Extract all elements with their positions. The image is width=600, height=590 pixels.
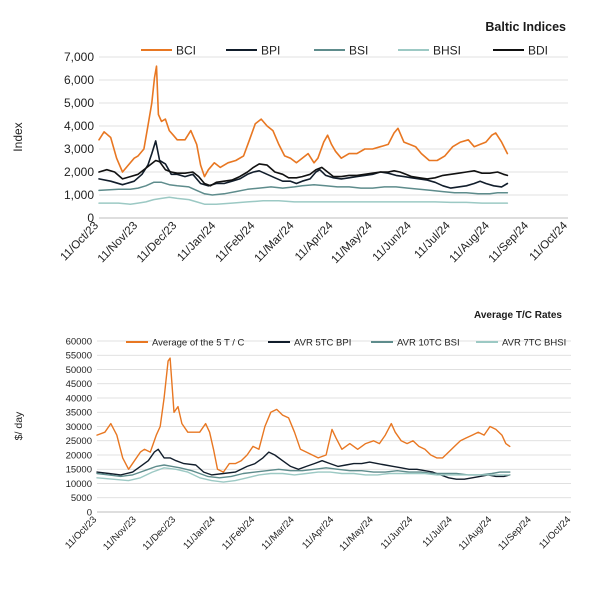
x-tick-label: 11/Sep/24 xyxy=(487,219,532,265)
y-axis-label: $/ day xyxy=(13,411,25,440)
y-tick-label: 1,000 xyxy=(64,188,94,202)
y-tick-label: 5,000 xyxy=(64,96,94,110)
x-tick-label: 11/Aug/24 xyxy=(448,219,493,265)
chart-title: Average T/C Rates xyxy=(474,310,562,321)
legend-label: BHSI xyxy=(433,43,461,57)
y-tick-label: 40000 xyxy=(66,393,92,404)
x-tick-label: 11/Oct/24 xyxy=(537,514,573,551)
x-tick-label: 11/Jan/24 xyxy=(181,514,217,551)
y-tick-label: 15000 xyxy=(66,465,92,476)
legend-label: AVR 7TC BHSI xyxy=(502,337,566,348)
y-tick-label: 20000 xyxy=(66,450,92,461)
y-tick-label: 60000 xyxy=(66,336,92,347)
x-tick-label: 11/Oct/23 xyxy=(63,514,99,551)
series-line-avr-7tc-bhsi xyxy=(96,467,511,483)
y-tick-label: 45000 xyxy=(66,379,92,390)
x-tick-label: 11/Apr/24 xyxy=(300,514,336,551)
series-line-bhsi xyxy=(98,196,509,205)
y-tick-label: 0 xyxy=(87,507,92,518)
legend-label: AVR 5TC BPI xyxy=(294,337,351,348)
y-tick-label: 10000 xyxy=(66,479,92,490)
series-line-bpi xyxy=(98,140,509,189)
legend-label: Average of the 5 T / C xyxy=(152,337,245,348)
y-tick-label: 4,000 xyxy=(64,119,94,133)
series-line-avr-10tc-bsi xyxy=(96,464,511,479)
legend-label: BPI xyxy=(261,43,280,57)
x-tick-label: 11/Dec/23 xyxy=(135,220,179,265)
y-tick-label: 25000 xyxy=(66,436,92,447)
x-tick-label: 11/Feb/24 xyxy=(220,514,257,552)
x-tick-label: 11/Jan/24 xyxy=(175,219,219,263)
x-tick-label: 11/Jul/24 xyxy=(420,514,454,549)
y-axis-label: Index xyxy=(11,122,25,151)
series-line-bdi xyxy=(98,159,509,187)
series-line-bsi xyxy=(98,181,509,196)
legend-label: BSI xyxy=(349,43,368,57)
y-tick-label: 2,000 xyxy=(64,165,94,179)
chart-2: 0 5000 10000 15000 20000 25000 30000 35000 40000… xyxy=(13,310,573,553)
x-tick-label: 11/Nov/23 xyxy=(101,514,139,552)
x-tick-label: 11/Mar/24 xyxy=(253,219,297,264)
y-tick-label: 7,000 xyxy=(64,50,94,64)
y-tick-label: 30000 xyxy=(66,422,92,433)
y-tick-label: 3,000 xyxy=(64,142,94,156)
series-line-avr-5tc-bpi xyxy=(96,448,511,480)
x-tick-label: 11/Jun/24 xyxy=(379,514,415,551)
chart-1: 0 1,000 2,000 3,000 4,000 5,000 6,000 7,000 11/O… xyxy=(11,20,571,266)
y-tick-label: 35000 xyxy=(66,408,92,419)
x-tick-label: 11/May/24 xyxy=(329,219,375,266)
x-tick-label: 11/Sep/24 xyxy=(496,514,534,552)
x-tick-label: 11/Dec/23 xyxy=(141,514,179,552)
series-line-bci xyxy=(98,65,509,178)
legend-label: AVR 10TC BSI xyxy=(397,337,460,348)
y-tick-label: 0 xyxy=(87,211,94,225)
x-tick-label: 11/Nov/23 xyxy=(96,220,140,265)
x-tick-label: 11/Feb/24 xyxy=(213,219,257,264)
y-tick-label: 50000 xyxy=(66,365,92,376)
chart-title: Baltic Indices xyxy=(485,20,566,34)
y-tick-label: 6,000 xyxy=(64,73,94,87)
x-tick-label: 11/Jun/24 xyxy=(371,219,415,263)
legend-label: BCI xyxy=(176,43,196,57)
y-tick-label: 5000 xyxy=(71,493,92,504)
x-tick-label: 11/Oct/24 xyxy=(527,219,570,263)
legend-label: BDI xyxy=(528,43,548,57)
x-tick-label: 11/Aug/24 xyxy=(457,514,495,552)
x-tick-label: 11/Mar/24 xyxy=(260,514,297,552)
x-tick-label: 11/Jul/24 xyxy=(412,219,453,261)
x-tick-label: 11/May/24 xyxy=(337,514,375,553)
series-line-average-of-the-5-t-c xyxy=(96,357,511,473)
y-tick-label: 55000 xyxy=(66,351,92,362)
